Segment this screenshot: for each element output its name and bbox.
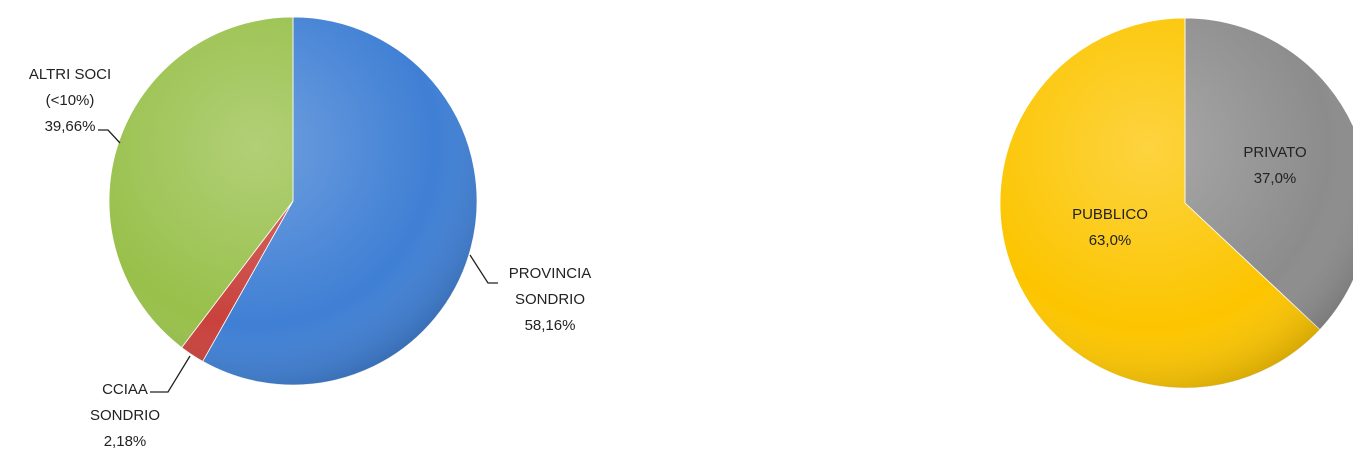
pie-chart: PRIVATO 37,0% PUBBLICO 63,0% xyxy=(999,17,1353,389)
slice-value-label: 58,16% xyxy=(525,317,576,334)
slice-value-label: 37,0% xyxy=(1254,170,1297,187)
slice-label: CCIAA SONDRIO xyxy=(90,381,160,424)
slice-label: ALTRI SOCI (<10%) xyxy=(29,66,111,109)
slice-label: PUBBLICO xyxy=(1072,206,1148,223)
slice-value-label: 2,18% xyxy=(104,433,147,450)
pie-chart: PROVINCIA SONDRIO 58,16% CCIAA SONDRIO 2,18% A… xyxy=(29,16,592,450)
slice-value-label: 63,0% xyxy=(1089,232,1132,249)
slice-label: PROVINCIA SONDRIO xyxy=(509,265,592,308)
leader-line xyxy=(469,254,498,284)
slice-value-label: 39,66% xyxy=(45,118,96,135)
leader-line xyxy=(98,129,121,144)
slice-label: PRIVATO xyxy=(1243,144,1306,161)
leader-line xyxy=(150,355,191,393)
